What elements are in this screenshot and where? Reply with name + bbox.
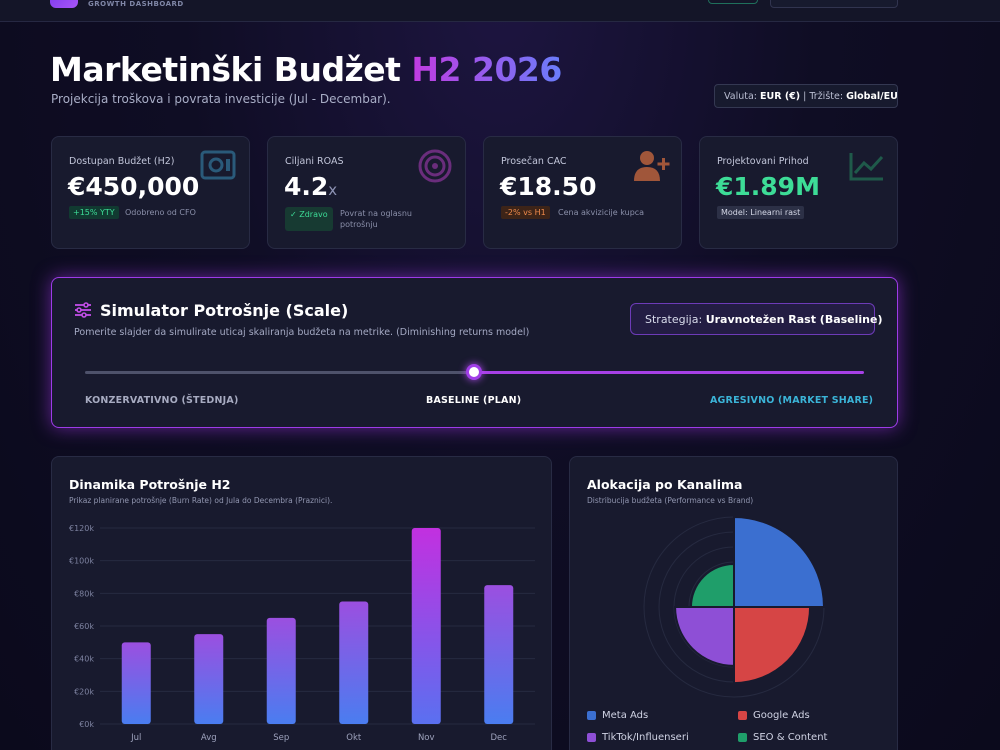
brand-logo[interactable] [50,0,78,8]
kpi-value: 4.2x [284,172,337,201]
currency-label: Valuta: [724,91,761,102]
market-value: Global/EU [846,91,898,102]
x-tick-label: Okt [346,733,362,743]
x-tick-label: Dec [491,733,508,743]
page-title-main: Marketinški Budžet [50,50,412,89]
y-tick-label: €100k [69,557,94,566]
polar-slice-0 [733,515,826,608]
legend-swatch [587,733,596,742]
kpi-value: €450,000 [68,172,200,201]
kpi-value: €18.50 [500,172,597,201]
y-tick-label: €0k [79,720,94,729]
kpi-value-number: 4.2 [284,172,329,201]
page-title-highlight: H2 2026 [411,50,562,89]
status-pill[interactable] [708,0,758,4]
kpi-card-roas: Ciljani ROAS 4.2x ✓ Zdravo Povrat na ogl… [267,136,466,249]
strategy-value: Uravnotežen Rast (Baseline) [705,313,883,326]
bar-avg [194,634,224,724]
legend-item-seo[interactable]: SEO & Content [738,732,827,743]
kpi-badge: Model: Linearni rast [717,206,805,219]
kpi-badge: +15% YTY [69,206,119,219]
strategy-label: Strategija: [645,313,706,326]
kpi-card-cac: Prosečan CAC €18.50 -2% vs H1 Cena akviz… [483,136,682,249]
slider-track-right[interactable] [473,371,864,374]
legend-item-google[interactable]: Google Ads [738,710,810,721]
market-label: | Tržište: [800,91,847,102]
currency-value: EUR (€) [760,91,801,102]
bar-jul [121,642,151,724]
kpi-note: Odobreno od CFO [125,208,196,217]
page-subtitle: Projekcija troškova i povrata investicij… [51,92,391,106]
y-tick-label: €20k [74,687,94,696]
legend-swatch [738,733,747,742]
kpi-label: Prosečan CAC [501,156,567,167]
kpi-label: Projektovani Prihod [717,156,809,167]
page-title: Marketinški Budžet H2 2026 [50,50,562,89]
y-tick-label: €40k [74,655,94,664]
bar-sep [266,617,296,724]
simulator-description: Pomerite slajder da simulirate uticaj sk… [74,327,530,338]
top-navbar: GROWTH DASHBOARD [0,0,1000,22]
kpi-label: Ciljani ROAS [285,156,344,167]
top-action-button[interactable] [770,0,898,8]
slider-track-left[interactable] [85,371,473,374]
brand-subtitle: GROWTH DASHBOARD [88,0,184,8]
allocation-chart-title: Alokacija po Kanalima [587,477,743,492]
simulator-title: Simulator Potrošnje (Scale) [100,301,349,320]
kpi-card-budget: Dostupan Budžet (H2) €450,000 +15% YTY O… [51,136,250,249]
legend-label: TikTok/Influenseri [602,732,689,743]
legend-label: Google Ads [753,710,810,721]
legend-swatch [738,711,747,720]
y-tick-label: €80k [74,589,94,598]
polar-slice-1 [733,606,812,685]
currency-market-selector[interactable]: Valuta: EUR (€) | Tržište: Global/EU [714,84,898,108]
channel-allocation-card: Alokacija po Kanalima Distribucija budže… [569,456,898,750]
bar-okt [339,601,369,724]
x-tick-label: Sep [273,733,289,743]
slider-label-baseline: BASELINE (PLAN) [426,395,522,406]
spend-simulator: Simulator Potrošnje (Scale) Pomerite sla… [51,277,898,428]
bar-nov [411,528,441,724]
legend-swatch [587,711,596,720]
kpi-card-revenue: Projektovani Prihod €1.89M Model: Linear… [699,136,898,249]
health-badge: ✓ Zdravo [285,207,333,231]
slider-handle[interactable] [466,364,482,380]
allocation-polar-chart [643,515,826,698]
bar-dec [484,585,514,724]
add-user-icon [634,151,670,181]
kpi-note: Cena akvizicije kupca [558,208,645,217]
spend-chart-title: Dinamika Potrošnje H2 [69,477,231,492]
target-icon [418,149,452,183]
kpi-note: Povrat na oglasnu potrošnju [340,209,412,229]
slider-label-aggressive: AGRESIVNO (MARKET SHARE) [710,395,874,406]
y-tick-label: €60k [74,622,94,631]
trend-chart-icon [849,153,884,181]
kpi-value: €1.89M [716,172,820,201]
slider-label-conservative: KONZERVATIVNO (ŠTEDNJA) [85,395,239,406]
spend-bar-chart: €0k €20k €40k €60k €80k €100k €120k Jul Avg Sep Ok… [69,524,535,743]
legend-label: Meta Ads [602,710,649,721]
polar-slice-2 [674,606,735,667]
legend-item-meta[interactable]: Meta Ads [587,710,648,721]
allocation-chart-subtitle: Distribucija budžeta (Performance vs Bra… [587,496,754,505]
kpi-label: Dostupan Budžet (H2) [69,156,175,167]
spend-chart-subtitle: Prikaz planirane potrošnje (Burn Rate) o… [69,496,333,505]
spend-dynamics-card: Dinamika Potrošnje H2 Prikaz planirane p… [51,456,552,750]
kpi-unit: x [328,181,338,199]
kpi-badge: -2% vs H1 [501,206,550,219]
x-tick-label: Nov [418,733,435,743]
y-tick-label: €120k [69,524,94,533]
x-tick-label: Jul [130,733,141,743]
strategy-badge: Strategija: Uravnotežen Rast (Baseline) [630,303,883,335]
x-tick-label: Avg [201,733,217,743]
sliders-icon [75,302,91,318]
legend-item-tiktok[interactable]: TikTok/Influenseri [587,732,689,743]
polar-slice-3 [689,562,735,608]
legend-label: SEO & Content [753,732,828,743]
safe-icon [200,150,236,180]
